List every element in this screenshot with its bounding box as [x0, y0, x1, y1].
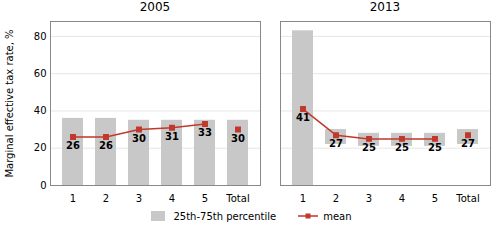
svg-text:3: 3: [366, 193, 372, 204]
svg-text:25: 25: [395, 142, 409, 153]
html-text:mean: mean: [323, 210, 352, 222]
svg-text:20: 20: [34, 142, 47, 153]
svg-text:27: 27: [461, 138, 475, 149]
svg-text:33: 33: [198, 127, 212, 138]
svg-text:40: 40: [34, 105, 47, 116]
svg-text:27: 27: [329, 138, 343, 149]
svg-text:5: 5: [432, 193, 438, 204]
svg-text:2: 2: [103, 193, 109, 204]
html-text:2005: 2005: [139, 0, 171, 14]
svg-text:60: 60: [34, 68, 47, 79]
svg-text:2: 2: [333, 193, 339, 204]
svg-text:80: 80: [34, 31, 47, 42]
html-text:25th-75th percentile: 25th-75th percentile: [173, 210, 277, 222]
svg-text:3: 3: [136, 193, 142, 204]
svg-text:Marginal effective tax rate, %: Marginal effective tax rate, %: [4, 29, 15, 177]
svg-text:Total: Total: [225, 193, 249, 204]
svg-text:4: 4: [169, 193, 175, 204]
svg-text:4: 4: [399, 193, 405, 204]
svg-text:25: 25: [362, 142, 376, 153]
html-text:2013: 2013: [369, 0, 401, 14]
svg-text:25: 25: [428, 142, 442, 153]
svg-text:31: 31: [165, 131, 179, 142]
svg-text:Total: Total: [455, 193, 479, 204]
svg-text:0: 0: [40, 180, 46, 191]
svg-text:26: 26: [99, 140, 113, 151]
svg-text:26: 26: [66, 140, 80, 151]
svg-text:30: 30: [132, 133, 146, 144]
svg-text:41: 41: [296, 112, 310, 123]
svg-text:1: 1: [300, 193, 306, 204]
svg-text:1: 1: [70, 193, 76, 204]
svg-text:5: 5: [202, 193, 208, 204]
svg-text:30: 30: [231, 133, 245, 144]
